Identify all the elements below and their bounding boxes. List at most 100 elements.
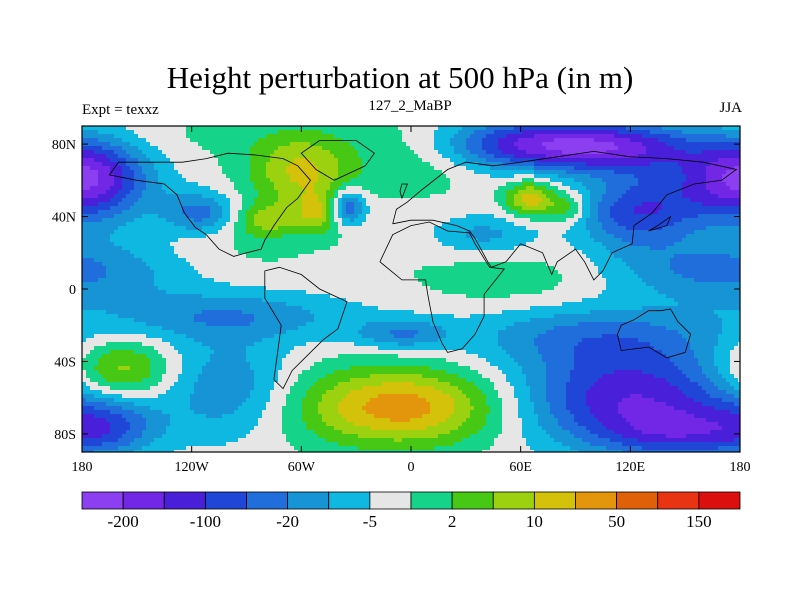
field-cell xyxy=(266,162,271,167)
field-cell xyxy=(566,182,571,187)
field-cell xyxy=(542,210,547,215)
field-cell xyxy=(386,194,391,199)
field-cell xyxy=(190,138,195,143)
field-cell xyxy=(610,186,615,191)
field-cell xyxy=(82,246,87,251)
field-cell xyxy=(690,222,695,227)
field-cell xyxy=(686,182,691,187)
field-cell xyxy=(422,230,427,235)
field-cell xyxy=(570,146,575,151)
field-cell xyxy=(422,166,427,171)
field-cell xyxy=(418,178,423,183)
field-cell xyxy=(690,150,695,155)
field-cell xyxy=(398,162,403,167)
field-cell xyxy=(622,214,627,219)
field-cell xyxy=(618,178,623,183)
field-cell xyxy=(506,214,511,219)
field-cell xyxy=(82,170,87,175)
field-cell xyxy=(646,154,651,159)
field-cell xyxy=(490,142,495,147)
field-cell xyxy=(238,202,243,207)
field-cell xyxy=(478,146,483,151)
field-cell xyxy=(678,146,683,151)
field-cell xyxy=(634,126,639,131)
field-cell xyxy=(574,222,579,227)
field-cell xyxy=(390,178,395,183)
field-cell xyxy=(494,222,499,227)
field-cell xyxy=(294,178,299,183)
field-cell xyxy=(426,138,431,143)
field-cell xyxy=(570,242,575,247)
field-cell xyxy=(286,126,291,131)
field-cell xyxy=(642,150,647,155)
field-cell xyxy=(446,230,451,235)
field-cell xyxy=(458,150,463,155)
field-cell xyxy=(174,230,179,235)
field-cell xyxy=(402,218,407,223)
field-cell xyxy=(210,154,215,159)
field-cell xyxy=(154,170,159,175)
field-cell xyxy=(506,218,511,223)
field-cell xyxy=(238,186,243,191)
field-cell xyxy=(486,134,491,139)
field-cell xyxy=(502,222,507,227)
field-cell xyxy=(326,150,331,155)
field-cell xyxy=(322,162,327,167)
field-cell xyxy=(530,126,535,131)
field-cell xyxy=(586,186,591,191)
field-cell xyxy=(246,142,251,147)
field-cell xyxy=(586,206,591,211)
field-cell xyxy=(606,218,611,223)
field-cell xyxy=(726,158,731,163)
field-cell xyxy=(494,158,499,163)
field-cell xyxy=(334,186,339,191)
field-cell xyxy=(566,146,571,151)
field-cell xyxy=(458,210,463,215)
field-cell xyxy=(414,210,419,215)
field-cell xyxy=(542,242,547,247)
field-cell xyxy=(606,226,611,231)
field-cell xyxy=(406,142,411,147)
field-cell xyxy=(582,126,587,131)
field-cell xyxy=(86,130,91,135)
field-cell xyxy=(402,238,407,243)
field-cell xyxy=(650,174,655,179)
field-cell xyxy=(694,234,699,239)
field-cell xyxy=(658,138,663,143)
field-cell xyxy=(106,234,111,239)
field-cell xyxy=(146,186,151,191)
field-cell xyxy=(622,182,627,187)
field-cell xyxy=(594,194,599,199)
field-cell xyxy=(378,126,383,131)
field-cell xyxy=(110,206,115,211)
field-cell xyxy=(266,170,271,175)
field-cell xyxy=(370,166,375,171)
field-cell xyxy=(470,230,475,235)
field-cell xyxy=(574,154,579,159)
field-cell xyxy=(318,130,323,135)
field-cell xyxy=(706,206,711,211)
field-cell xyxy=(386,222,391,227)
field-cell xyxy=(442,186,447,191)
field-cell xyxy=(150,178,155,183)
field-cell xyxy=(138,202,143,207)
field-cell xyxy=(470,166,475,171)
field-cell xyxy=(306,238,311,243)
field-cell xyxy=(338,166,343,171)
field-cell xyxy=(182,234,187,239)
field-cell xyxy=(238,242,243,247)
field-cell xyxy=(190,130,195,135)
field-cell xyxy=(442,146,447,151)
field-cell xyxy=(686,214,691,219)
field-cell xyxy=(302,186,307,191)
field-cell xyxy=(370,174,375,179)
field-cell xyxy=(126,190,131,195)
field-cell xyxy=(570,150,575,155)
field-cell xyxy=(250,202,255,207)
field-cell xyxy=(570,194,575,199)
field-cell xyxy=(94,146,99,151)
field-cell xyxy=(434,190,439,195)
field-cell xyxy=(86,202,91,207)
field-cell xyxy=(214,134,219,139)
field-cell xyxy=(278,174,283,179)
